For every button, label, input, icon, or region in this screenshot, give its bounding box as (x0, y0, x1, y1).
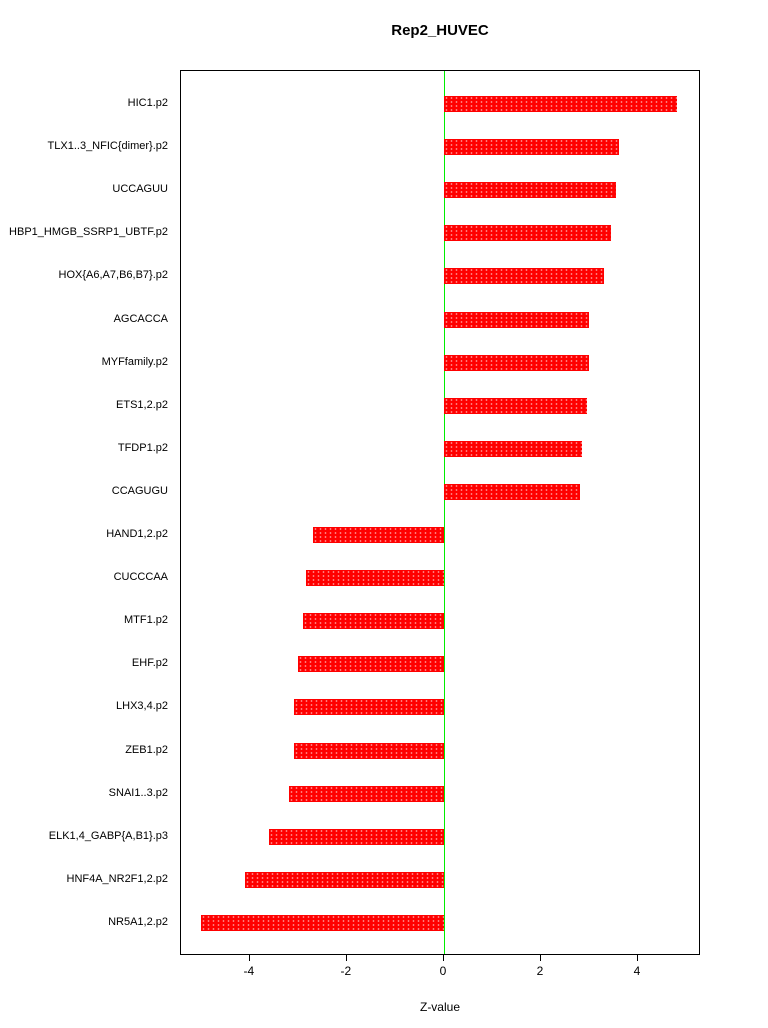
y-tick-label: MTF1.p2 (123, 614, 168, 627)
bar (201, 915, 444, 931)
bar (269, 828, 444, 845)
y-tick-label: UCCAGUU (112, 183, 168, 196)
bar (443, 182, 617, 199)
x-tick-mark (345, 955, 347, 961)
y-tick-label: HBP1_HMGB_SSRP1_UBTF.p2 (9, 226, 168, 239)
x-tick-label: 2 (536, 964, 544, 978)
y-tick-label: MYFfamily.p2 (101, 355, 168, 368)
x-tick-label: -4 (243, 964, 255, 978)
x-tick-mark (442, 955, 444, 961)
y-tick-label: CCAGUGU (111, 484, 168, 497)
y-tick-label: CUCCCAA (113, 571, 168, 584)
bar (298, 656, 444, 673)
x-tick-mark (636, 955, 638, 961)
bar (443, 397, 587, 414)
bar (245, 871, 444, 888)
y-tick-label: TLX1..3_NFIC{dimer}.p2 (47, 140, 168, 153)
y-tick-label: HAND1,2.p2 (106, 528, 168, 541)
y-tick-label: SNAI1..3.p2 (108, 786, 168, 799)
bar (443, 483, 580, 500)
chart-title: Rep2_HUVEC (391, 22, 489, 39)
y-tick-label: ETS1,2.p2 (116, 398, 168, 411)
y-tick-label: HNF4A_NR2F1,2.p2 (66, 872, 169, 885)
x-axis-title: Z-value (419, 1000, 460, 1014)
y-tick-label: ZEB1.p2 (125, 743, 168, 756)
x-tick-mark (539, 955, 541, 961)
bar (443, 268, 604, 285)
y-tick-label: AGCACCA (113, 312, 168, 325)
bar (288, 785, 444, 802)
y-tick-label: HIC1.p2 (127, 97, 168, 109)
bar (443, 440, 583, 457)
bar (293, 742, 444, 759)
bar (443, 354, 590, 371)
bar (293, 699, 444, 716)
x-tick-mark (248, 955, 250, 961)
x-tick-label: -2 (340, 964, 352, 978)
y-tick-label: NR5A1,2.p2 (108, 916, 168, 928)
y-tick-label: ELK1,4_GABP{A,B1}.p3 (48, 829, 168, 842)
bar (312, 527, 444, 544)
bar (303, 613, 444, 630)
bar (443, 225, 612, 242)
bar (443, 311, 590, 328)
zero-reference-line (443, 71, 445, 954)
y-tick-label: HOX{A6,A7,B6,B7}.p2 (58, 269, 168, 282)
y-tick-label: EHF.p2 (131, 657, 168, 670)
bar (305, 570, 444, 587)
y-tick-label: TFDP1.p2 (117, 441, 168, 454)
bar (443, 96, 677, 112)
x-tick-label: 4 (633, 964, 641, 978)
bar (443, 139, 619, 156)
x-tick-label: 0 (439, 964, 447, 978)
plot-area (180, 70, 700, 955)
y-axis-labels: HIC1.p2 TLX1..3_NFIC{dimer}.p2 UCCAGUU HBP1… (0, 70, 174, 955)
y-tick-label: LHX3,4.p2 (116, 700, 168, 713)
